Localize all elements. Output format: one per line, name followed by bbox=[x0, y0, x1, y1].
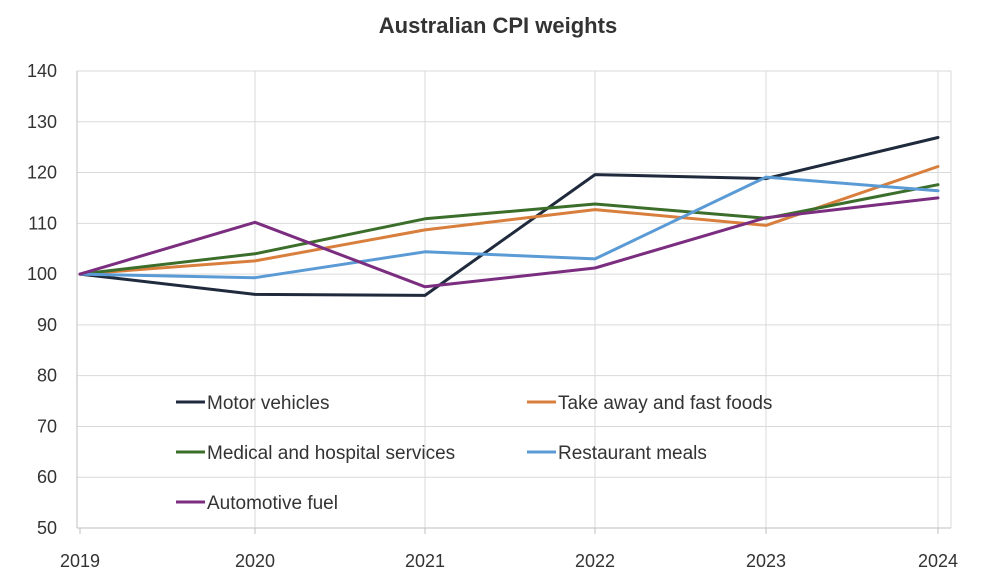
legend-item: Motor vehicles bbox=[176, 393, 330, 414]
legend-item: Medical and hospital services bbox=[176, 443, 455, 464]
x-tick-label: 2022 bbox=[575, 551, 615, 571]
x-tick-label: 2019 bbox=[60, 551, 100, 571]
legend-item: Restaurant meals bbox=[527, 443, 707, 464]
legend-item: Take away and fast foods bbox=[527, 393, 772, 414]
y-tick-label: 140 bbox=[27, 61, 57, 81]
series-line-medical-and-hospital-services bbox=[78, 183, 940, 276]
x-tick-label: 2024 bbox=[918, 551, 958, 571]
legend-label: Motor vehicles bbox=[207, 393, 330, 414]
gridlines bbox=[77, 70, 952, 528]
y-tick-label: 110 bbox=[28, 213, 57, 233]
legend-label: Take away and fast foods bbox=[558, 393, 772, 414]
y-tick-label: 120 bbox=[27, 163, 57, 183]
y-tick-label: 100 bbox=[27, 264, 57, 284]
series-lines bbox=[78, 136, 940, 297]
series-line-restaurant-meals bbox=[78, 175, 940, 280]
x-tick-label: 2021 bbox=[405, 551, 445, 571]
series-line-motor-vehicles bbox=[78, 136, 940, 297]
series-line-automotive-fuel bbox=[78, 196, 940, 289]
legend: Motor vehicles Take away and fast foods Me… bbox=[176, 393, 772, 514]
legend-label: Medical and hospital services bbox=[207, 443, 455, 464]
x-tick-label: 2023 bbox=[746, 551, 786, 571]
y-tick-label: 60 bbox=[37, 467, 57, 487]
y-tick-label: 50 bbox=[37, 518, 57, 538]
axes: 50 60 70 80 90 100 110 120 130 140 2019 2020 2021 202… bbox=[27, 61, 958, 571]
legend-label: Automotive fuel bbox=[207, 493, 338, 514]
x-tick-label: 2020 bbox=[235, 551, 275, 571]
y-tick-label: 90 bbox=[37, 315, 57, 335]
legend-item: Automotive fuel bbox=[176, 493, 338, 514]
y-tick-label: 70 bbox=[37, 416, 57, 436]
y-tick-label: 80 bbox=[37, 366, 57, 386]
legend-label: Restaurant meals bbox=[558, 443, 707, 464]
y-tick-label: 130 bbox=[27, 112, 57, 132]
chart-title: Australian CPI weights bbox=[379, 13, 617, 38]
